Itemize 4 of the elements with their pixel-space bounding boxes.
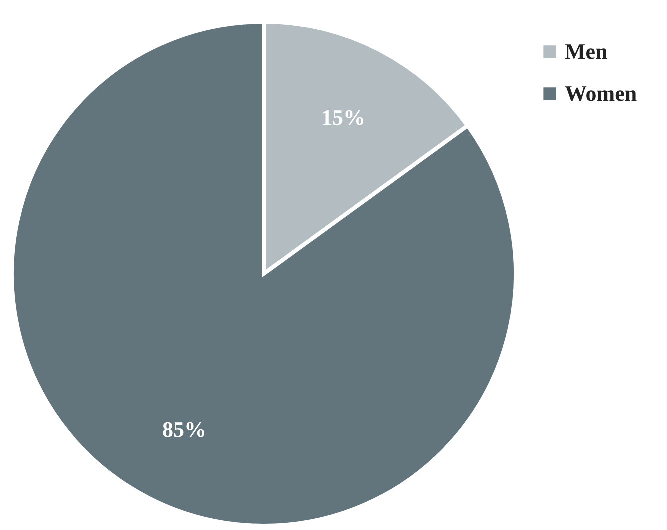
legend-label: Men [565, 39, 608, 64]
data-label: 15% [321, 105, 366, 130]
data-label: 85% [162, 416, 207, 442]
legend-label: Women [565, 81, 638, 106]
